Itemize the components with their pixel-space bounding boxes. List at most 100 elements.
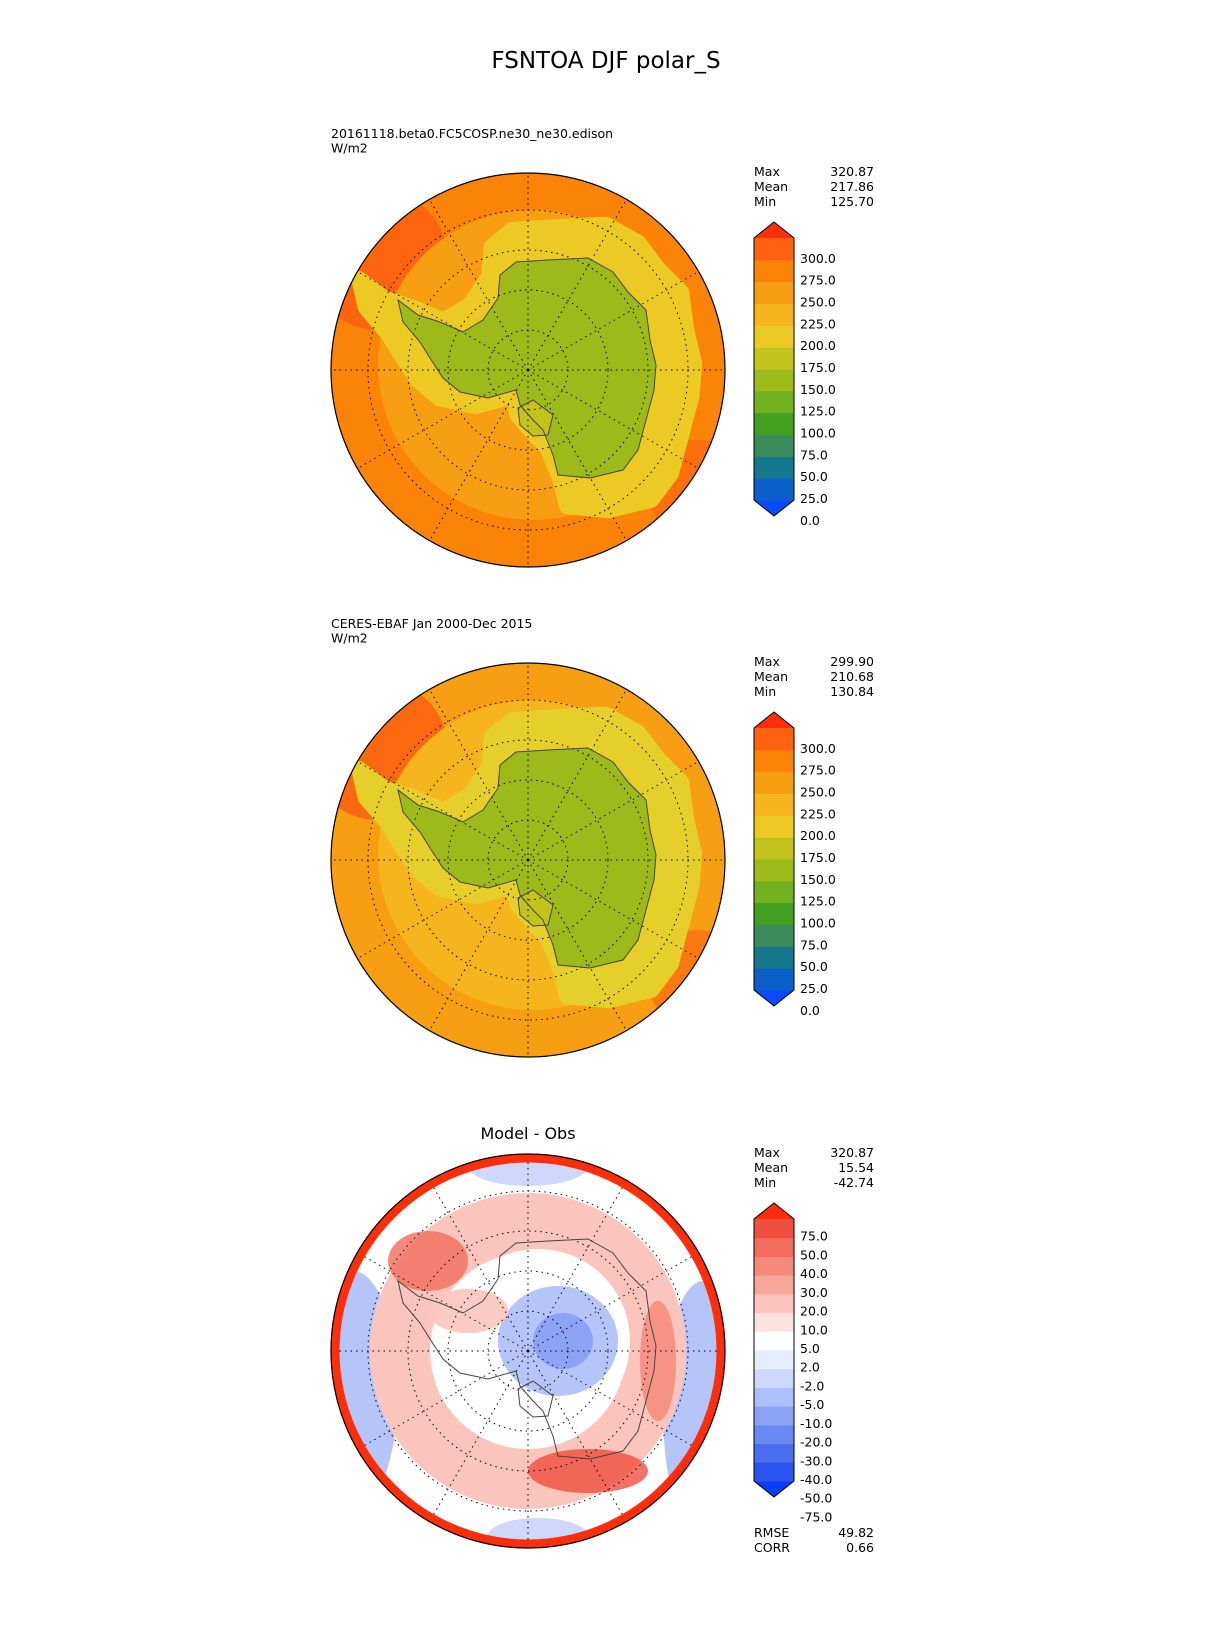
stat-value: 130.84 <box>830 684 874 699</box>
colorbar-tick-label: 275.0 <box>800 273 836 288</box>
colorbar-extend-max <box>754 222 794 238</box>
colorbar-segment <box>754 1368 794 1388</box>
colorbar-segment <box>754 369 794 392</box>
graticule-circle <box>407 1230 649 1472</box>
map-field <box>331 1154 725 1548</box>
colorbar-segment <box>754 281 794 304</box>
colorbar-segment <box>754 837 794 860</box>
colorbar-segment <box>754 1350 794 1370</box>
colorbar-tick-label: 225.0 <box>800 806 836 821</box>
colorbar-segment <box>754 1462 794 1482</box>
colorbar-extend-max <box>754 712 794 728</box>
colorbar-tick-label: 75.0 <box>800 447 828 462</box>
colorbar-segment <box>754 815 794 838</box>
stat-value: 320.87 <box>830 1145 874 1160</box>
colorbar-segment <box>754 946 794 969</box>
stat-label: Min <box>754 1175 776 1190</box>
colorbar-segment <box>754 1275 794 1295</box>
colorbar-extend-max <box>754 1203 794 1219</box>
diff-positive-region <box>428 1289 508 1333</box>
colorbar-tick-label: 200.0 <box>800 338 836 353</box>
colorbar-segment <box>754 1387 794 1407</box>
map-field <box>331 173 725 567</box>
stat-value: 125.70 <box>830 194 874 209</box>
stat-label: Max <box>754 654 780 669</box>
panel-subtitle: W/m2 <box>331 141 368 156</box>
panel-subtitle: 20161118.beta0.FC5COSP.ne30_ne30.edison <box>331 126 613 141</box>
map-boundary <box>330 662 726 1058</box>
colorbar-tick-label: 300.0 <box>800 741 836 756</box>
colorbar-tick-label: 30.0 <box>800 1285 828 1300</box>
colorbar-tick-label: 40.0 <box>800 1266 828 1281</box>
stat-value: 15.54 <box>838 1160 874 1175</box>
colorbar-segment <box>754 859 794 882</box>
colorbar-tick-label: -30.0 <box>800 1453 832 1468</box>
colorbar-tick-label: 200.0 <box>800 828 836 843</box>
colorbar-segment <box>754 749 794 773</box>
colorbar-tick-label: 250.0 <box>800 785 836 800</box>
colorbar-tick-label: 100.0 <box>800 916 836 931</box>
colorbar-tick-label: 10.0 <box>800 1322 828 1337</box>
colorbar-tick-label: -20.0 <box>800 1435 832 1450</box>
colorbar-segment <box>754 793 794 816</box>
colorbar-segment <box>754 902 794 925</box>
colorbar-segment <box>754 303 794 326</box>
stat-value: -42.74 <box>834 1175 874 1190</box>
stat-label: Mean <box>754 669 788 684</box>
stat-value: 210.68 <box>830 669 874 684</box>
colorbar-extend-min <box>754 500 794 516</box>
stat-label: Mean <box>754 1160 788 1175</box>
colorbar-tick-label: 50.0 <box>800 959 828 974</box>
colorbar-tick-label: 175.0 <box>800 360 836 375</box>
graticule-circle <box>447 779 609 941</box>
colorbar-segment <box>754 390 794 414</box>
colorbar-segment <box>754 1331 794 1351</box>
colorbar-tick-label: 250.0 <box>800 295 836 310</box>
colorbar-segment <box>754 728 794 751</box>
colorbar-tick-label: 75.0 <box>800 937 828 952</box>
graticule-circle <box>447 1270 609 1432</box>
colorbar-segment <box>754 1312 794 1332</box>
colorbar-tick-label: 5.0 <box>800 1341 820 1356</box>
diff-positive-region <box>388 1231 468 1291</box>
colorbar-tick-label: -40.0 <box>800 1472 832 1487</box>
colorbar-outline <box>753 1202 795 1498</box>
colorbar-outline <box>753 711 795 1007</box>
colorbar-tick-label: 125.0 <box>800 894 836 909</box>
colorbar-segment <box>754 1256 794 1276</box>
colorbar-extend-min <box>754 990 794 1006</box>
colorbar-tick-label: 150.0 <box>800 382 836 397</box>
colorbar-segment <box>754 880 794 904</box>
diff-positive-region <box>528 1449 648 1493</box>
panel-subtitle: CERES-EBAF Jan 2000-Dec 2015 <box>331 616 532 631</box>
map-field <box>331 663 725 1057</box>
stat-value: 217.86 <box>830 179 874 194</box>
colorbar-segment <box>754 259 794 283</box>
stat-label: CORR <box>754 1540 790 1555</box>
panel-subtitle: W/m2 <box>331 631 368 646</box>
stat-label: Min <box>754 684 776 699</box>
colorbar-segment <box>754 1406 794 1426</box>
graticule-circle <box>447 289 609 451</box>
figure-title: FSNTOA DJF polar_S <box>491 48 720 74</box>
colorbar-tick-label: -2.0 <box>800 1378 824 1393</box>
colorbar-segment <box>754 456 794 479</box>
colorbar-tick-label: 2.0 <box>800 1360 820 1375</box>
colorbar-tick-label: 25.0 <box>800 491 828 506</box>
colorbar-tick-label: -10.0 <box>800 1416 832 1431</box>
colorbar-tick-label: 0.0 <box>800 513 820 528</box>
diff-negative-region <box>533 1313 593 1369</box>
colorbar-tick-label: 225.0 <box>800 316 836 331</box>
map-boundary <box>330 1153 726 1549</box>
colorbar-tick-label: 75.0 <box>800 1229 828 1244</box>
colorbar-tick-label: 0.0 <box>800 1003 820 1018</box>
colorbar-tick-label: 25.0 <box>800 981 828 996</box>
colorbar-outline <box>753 221 795 517</box>
stat-label: RMSE <box>754 1525 789 1540</box>
stat-value: 299.90 <box>830 654 874 669</box>
colorbar-tick-label: -75.0 <box>800 1509 832 1524</box>
colorbar-segment <box>754 968 794 991</box>
colorbar-segment <box>754 434 794 457</box>
colorbar-tick-label: 20.0 <box>800 1304 828 1319</box>
